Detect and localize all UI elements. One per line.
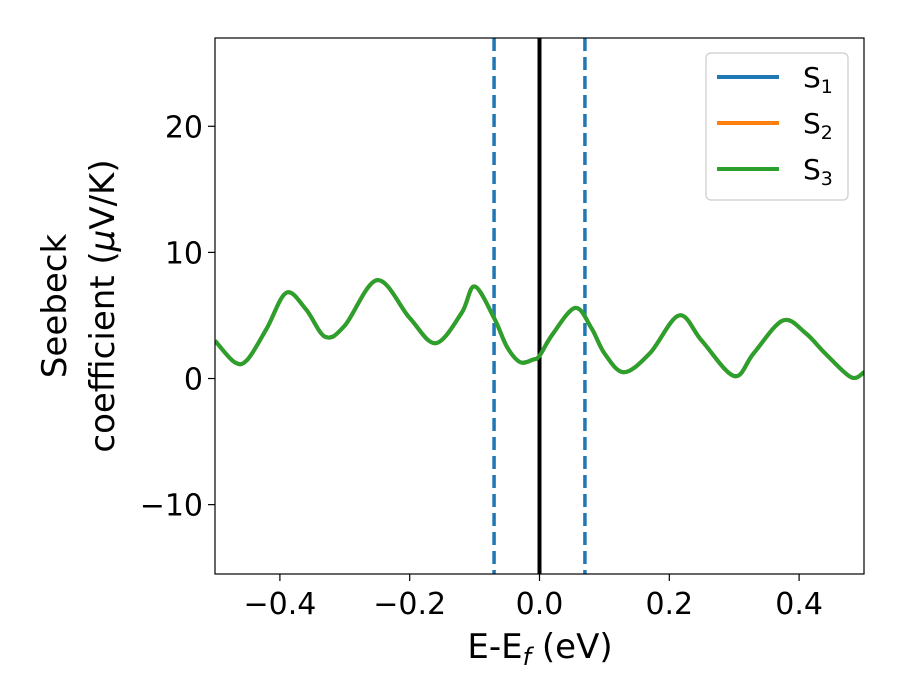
- series-3-line: [215, 278, 864, 380]
- y-tick-label: 10: [165, 236, 203, 271]
- x-axis-label: E-Ef (eV): [467, 627, 612, 671]
- legend-label-3: S3: [803, 153, 833, 190]
- y-tick-label: 0: [184, 363, 203, 398]
- x-tick-label: 0.0: [516, 587, 564, 622]
- y-axis: −10 0 10 20: [140, 110, 215, 524]
- y-tick-label: −10: [140, 489, 203, 524]
- y-tick-label: 20: [165, 110, 203, 145]
- legend-box: [705, 52, 849, 201]
- x-axis: −0.4 −0.2 0.0 0.2 0.4: [243, 574, 823, 622]
- x-tick-label: 0.4: [775, 587, 823, 622]
- legend-label-2: S2: [803, 107, 833, 144]
- reference-lines: [492, 38, 587, 574]
- y-axis-label-line1: Seebeck: [35, 234, 75, 379]
- y-axis-label-line2: coefficient (μV/K): [83, 159, 123, 452]
- series-layer: [215, 278, 864, 380]
- x-tick-label: −0.2: [373, 587, 446, 622]
- x-tick-label: −0.4: [243, 587, 316, 622]
- legend: S1 S2 S3: [705, 52, 849, 201]
- y-axis-label: Seebeck coefficient (μV/K): [35, 159, 123, 452]
- legend-label-1: S1: [803, 61, 833, 98]
- x-tick-label: 0.2: [645, 587, 693, 622]
